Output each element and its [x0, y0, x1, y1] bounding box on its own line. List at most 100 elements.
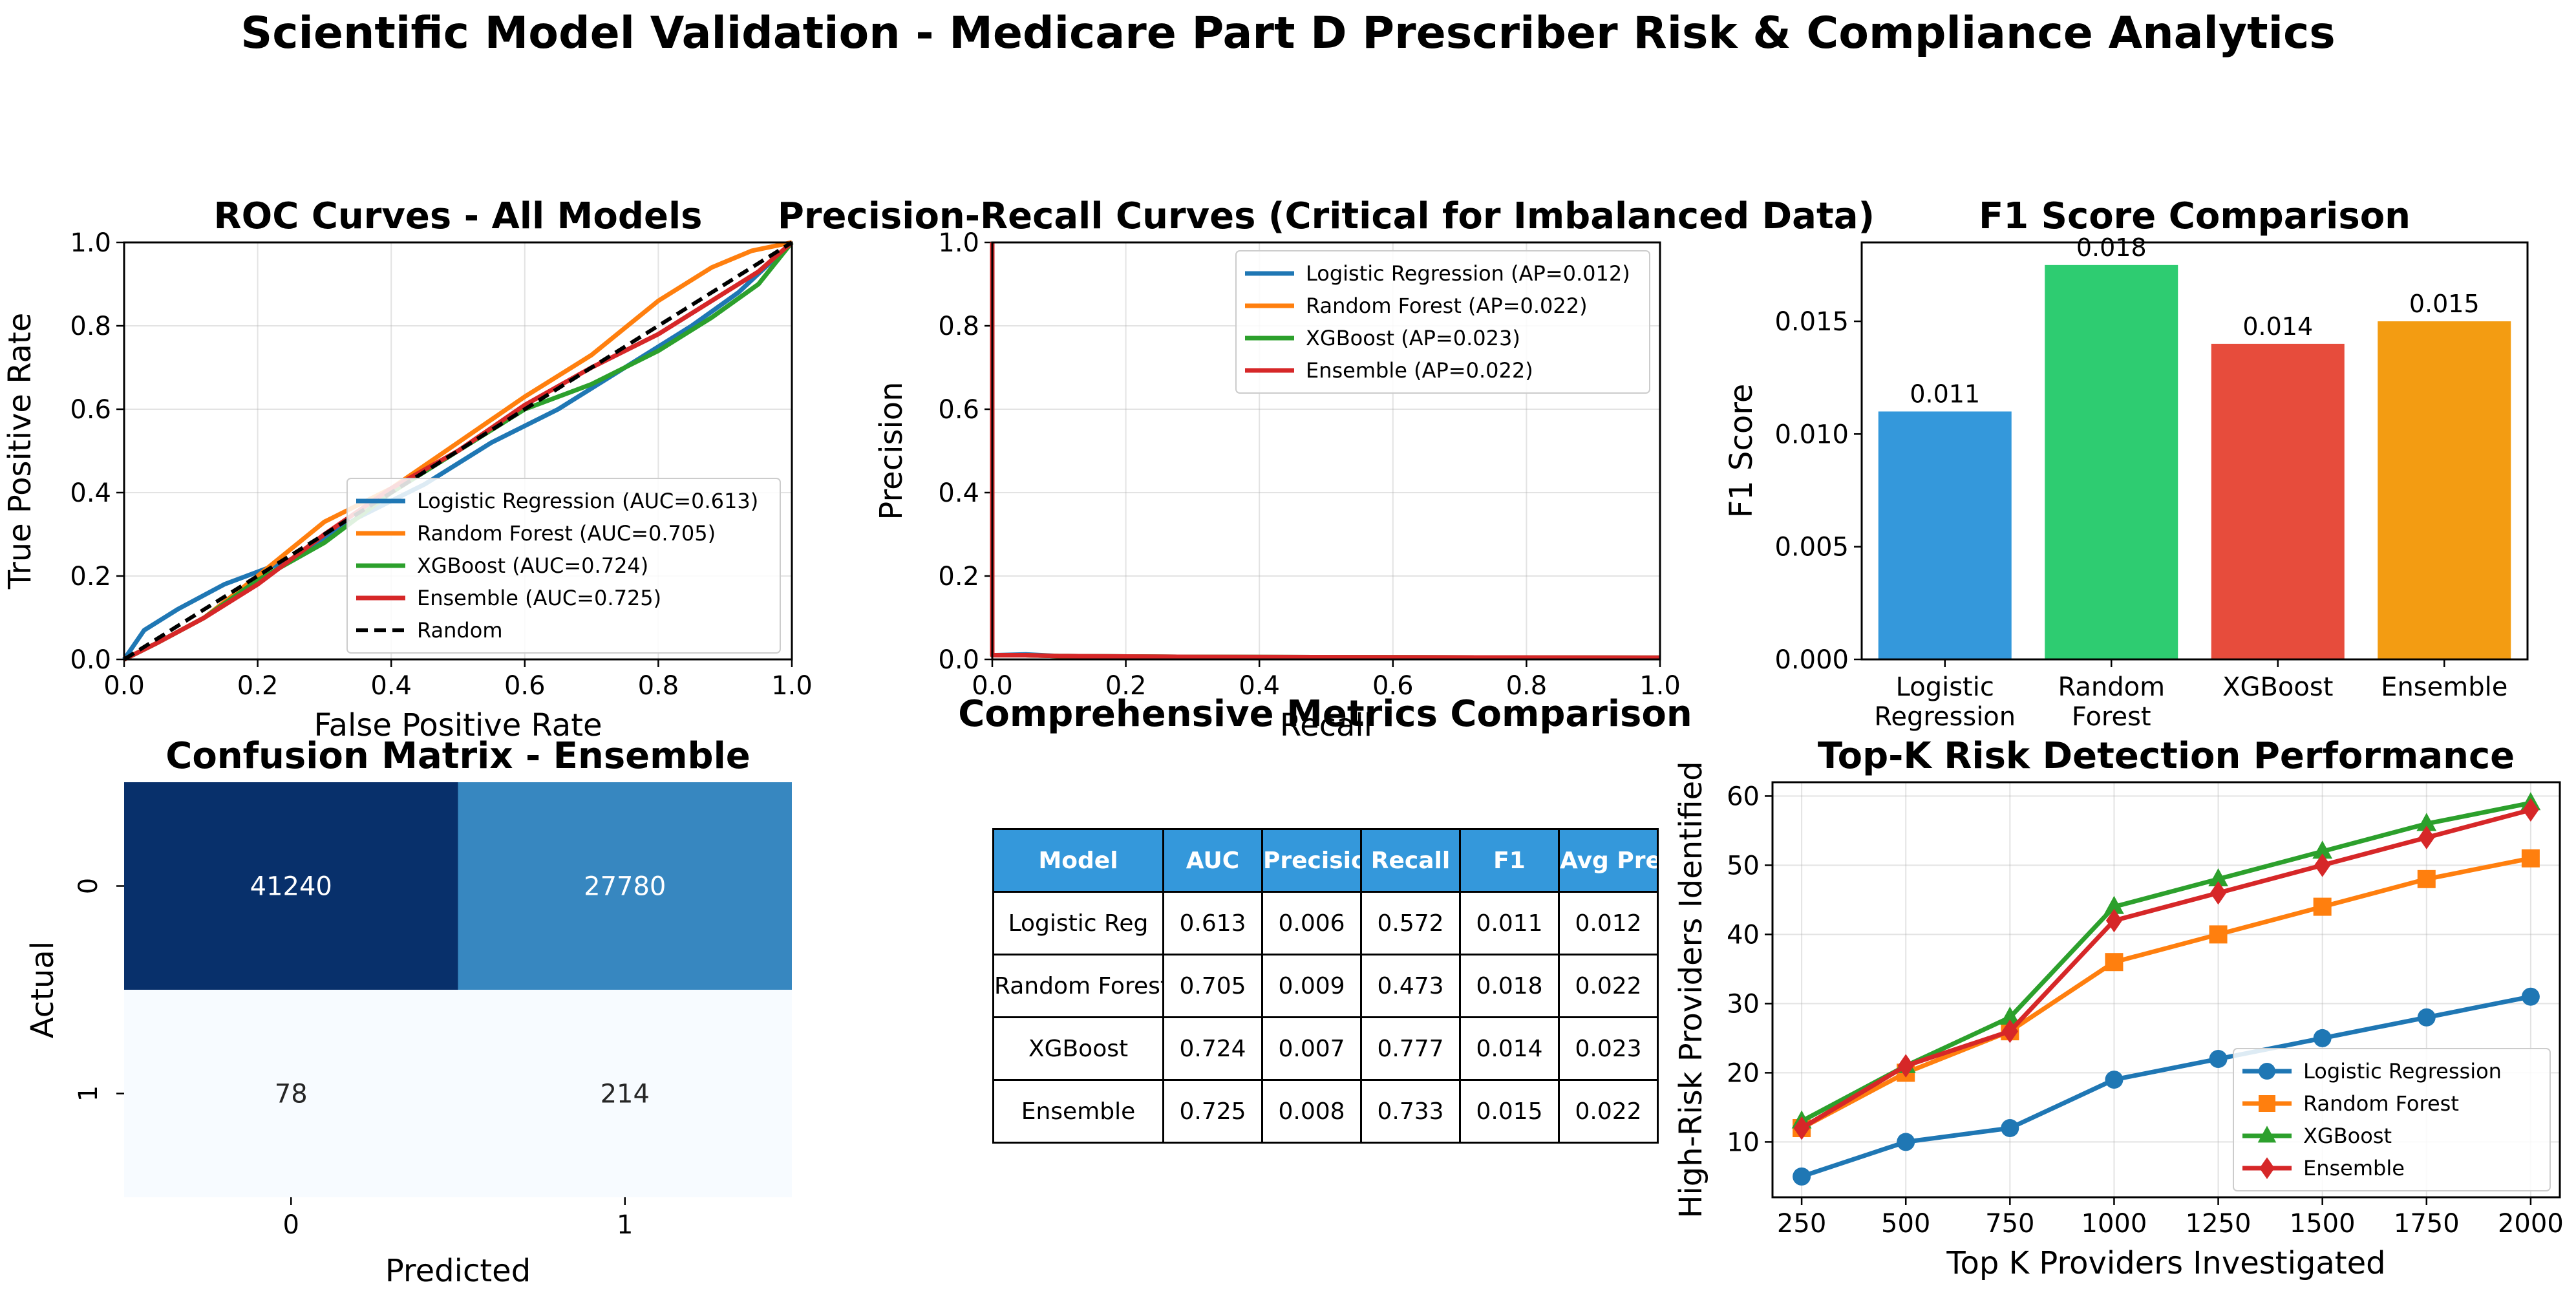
pr-legend-label: Random Forest (AP=0.022) [1306, 293, 1588, 318]
topk-series-line [1800, 856, 2531, 1131]
metrics-cell: 0.022 [1558, 954, 1659, 1018]
f1-xtick-label: Logistic [1896, 672, 1994, 702]
topk-point [2313, 1029, 2332, 1047]
topk-ytick-label: 60 [1727, 782, 1760, 811]
topk-xtick-label: 2000 [2498, 1209, 2564, 1239]
pr-xtick-label: 0.8 [1506, 671, 1548, 701]
roc-xtick-label: 1.0 [771, 671, 813, 701]
topk-point [2105, 1071, 2124, 1089]
metrics-cell: 0.724 [1162, 1016, 1263, 1081]
topk-legend-label: Logistic Regression [2303, 1059, 2502, 1083]
topk-point [2314, 853, 2331, 877]
topk-legend-marker [2259, 1157, 2275, 1179]
confusion-cell-value: 214 [601, 1080, 650, 1109]
metrics-header-cell: Avg Precision [1558, 828, 1659, 893]
topk-point [2313, 897, 2332, 916]
confusion-cell [458, 990, 792, 1197]
pr-ytick-label: 0.4 [938, 478, 979, 508]
topk-point [2521, 987, 2540, 1006]
pr-xtick-label: 1.0 [1639, 671, 1681, 701]
metrics-cell: 0.009 [1261, 954, 1362, 1018]
pr-xtick-label: 0.6 [1372, 671, 1414, 701]
metrics-cell: 0.015 [1459, 1079, 1560, 1144]
f1-ylabel: F1 Score [1723, 384, 1760, 518]
topk-point [2417, 870, 2436, 888]
roc-xtick-label: 0.4 [370, 671, 412, 701]
f1-bar-value-label: 0.018 [2076, 233, 2147, 262]
roc-ytick-label: 0.0 [70, 645, 111, 675]
topk-legend-marker [2259, 1063, 2275, 1080]
confusion-cell-value: 41240 [250, 872, 332, 902]
f1-bar [2378, 321, 2511, 659]
topk-point [2001, 1119, 2019, 1137]
roc-xtick-label: 0.0 [103, 671, 145, 701]
topk-series-line [1801, 994, 2531, 1179]
f1-xtick-label: Random [2058, 672, 2165, 702]
metrics-cell: 0.012 [1558, 891, 1659, 955]
axes-frame [123, 241, 793, 661]
metrics-cell: Logistic Reg [992, 891, 1164, 955]
topk-point [1793, 1167, 1811, 1186]
roc-ylabel: True Positive Rate [2, 313, 38, 590]
metrics-header-cell: Recall [1360, 828, 1461, 893]
pr-ylabel: Precision [873, 381, 910, 520]
metrics-cell: 0.613 [1162, 891, 1263, 955]
topk-title: Top-K Risk Detection Performance [1818, 735, 2515, 777]
pr-ytick-label: 0.6 [938, 395, 979, 425]
topk-legend-marker [2259, 1095, 2275, 1112]
topk-series-line [1800, 807, 2531, 1131]
topk-point [2417, 1008, 2436, 1027]
roc-title: ROC Curves - All Models [214, 195, 703, 237]
topk-point [2208, 868, 2228, 886]
topk-legend-label: Ensemble [2303, 1156, 2405, 1180]
confusion-ylabel: Actual [25, 941, 61, 1038]
metrics-cell: 0.572 [1360, 891, 1461, 955]
roc-xlabel: False Positive Rate [314, 707, 602, 743]
confusion-ytick-label: 1 [74, 1085, 103, 1102]
pr-xtick-label: 0.4 [1239, 671, 1280, 701]
metrics-cell: XGBoost [992, 1016, 1164, 1081]
roc-ytick-label: 0.6 [70, 395, 111, 425]
metrics-cell: 0.473 [1360, 954, 1461, 1018]
topk-point [2418, 826, 2435, 849]
pr-ytick-label: 1.0 [938, 228, 979, 258]
topk-xtick-label: 250 [1777, 1209, 1826, 1239]
axes-frame [1771, 781, 2561, 1199]
pr-legend-label: Ensemble (AP=0.022) [1306, 358, 1533, 383]
roc-legend-label: Random [417, 618, 502, 643]
table-row: XGBoost 0.724 0.007 0.777 0.014 0.023 [992, 1016, 1659, 1081]
topk-ytick-label: 30 [1727, 989, 1760, 1019]
topk-ylabel: High-Risk Providers Identified [1673, 761, 1709, 1218]
f1-bar-value-label: 0.015 [2409, 290, 2480, 318]
roc-xtick-label: 0.2 [237, 671, 279, 701]
table-row: Logistic Reg 0.613 0.006 0.572 0.011 0.0… [992, 891, 1659, 955]
topk-point [2209, 1050, 2228, 1068]
roc-series-line [123, 240, 794, 662]
topk-point [2209, 925, 2228, 944]
topk-ytick-label: 50 [1727, 851, 1760, 880]
metrics-cell: 0.725 [1162, 1079, 1263, 1144]
topk-point [2209, 881, 2227, 905]
metrics-cell: 0.018 [1459, 954, 1560, 1018]
metrics-cell: 0.011 [1459, 891, 1560, 955]
f1-xtick-label: Regression [1874, 702, 2016, 732]
topk-point [1897, 1054, 1914, 1078]
confusion-xtick-label: 0 [283, 1210, 299, 1240]
topk-xtick-label: 1250 [2186, 1209, 2251, 1239]
confusion-cell [124, 782, 458, 990]
metrics-header-cell: AUC [1162, 828, 1263, 893]
roc-legend-label: XGBoost (AUC=0.724) [417, 553, 648, 578]
f1-ytick-label: 0.015 [1774, 307, 1849, 337]
confusion-xtick-label: 1 [617, 1210, 633, 1240]
roc-legend-label: Ensemble (AUC=0.725) [417, 586, 661, 610]
topk-legend-marker [2257, 1126, 2277, 1143]
confusion-title: Confusion Matrix - Ensemble [165, 735, 750, 777]
topk-ytick-label: 20 [1727, 1058, 1760, 1088]
metrics-cell: Ensemble [992, 1079, 1164, 1144]
roc-xtick-label: 0.8 [638, 671, 679, 701]
topk-point [2105, 908, 2123, 933]
confusion-cell [458, 782, 792, 990]
f1-xtick-label: Ensemble [2381, 672, 2507, 702]
topk-legend-label: XGBoost [2303, 1124, 2392, 1148]
